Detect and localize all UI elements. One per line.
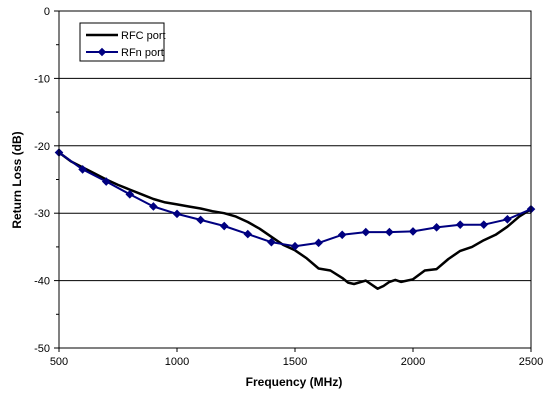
y-axis-title: Return Loss (dB) [10,131,24,228]
y-tick-label-4: -40 [34,276,50,288]
data-point-rfn-port-12 [337,230,347,240]
legend: RFC port RFn port [79,22,166,62]
x-tick-label-3: 2000 [401,356,425,368]
x-tick-label-2: 1500 [283,356,307,368]
series-line-rfn-port [58,151,532,248]
legend-marker-rfn [97,47,107,57]
data-point-rfn-port-7 [219,221,229,231]
y-tick-label-3: -30 [34,208,50,220]
y-tick-label-1: -10 [34,73,50,85]
data-point-rfn-port-9 [267,237,276,247]
data-point-rfn-port-15 [408,227,418,236]
x-tick-label-1: 1000 [165,356,189,368]
axes [54,10,532,352]
series-line-rfc-port [58,151,532,290]
y-tick-label-0: 0 [44,6,50,18]
legend-label-rfc: RFC port [121,30,166,42]
data-point-rfn-port-16 [432,223,441,232]
legend-label-rfn: RFn port [121,47,164,59]
data-point-rfn-port-18 [479,220,489,229]
data-point-rfn-port-6 [196,215,205,225]
y-tick-label-2: -20 [34,141,50,153]
y-tick-label-5: -50 [34,343,50,355]
x-tick-label-0: 500 [50,356,68,368]
data-point-rfn-port-1 [78,165,87,174]
data-point-rfn-port-10 [290,241,300,251]
data-point-rfn-port-14 [385,227,394,237]
gridlines [59,10,531,349]
data-point-rfn-port-5 [172,209,182,219]
x-axis-title: Frequency (MHz) [246,375,343,389]
data-point-rfn-port-13 [361,227,371,237]
plot-frame [58,10,532,349]
data-point-rfn-port-8 [243,229,253,239]
data-point-rfn-port-2 [101,177,111,186]
x-tick-label-4: 2500 [519,356,543,368]
data-point-rfn-port-4 [149,202,158,211]
data-point-rfn-port-11 [314,238,323,248]
series-layer [54,148,536,290]
data-point-rfn-port-19 [503,214,512,224]
legend-box [79,22,165,62]
data-point-rfn-port-3 [125,190,135,199]
data-point-rfn-port-17 [455,220,465,229]
